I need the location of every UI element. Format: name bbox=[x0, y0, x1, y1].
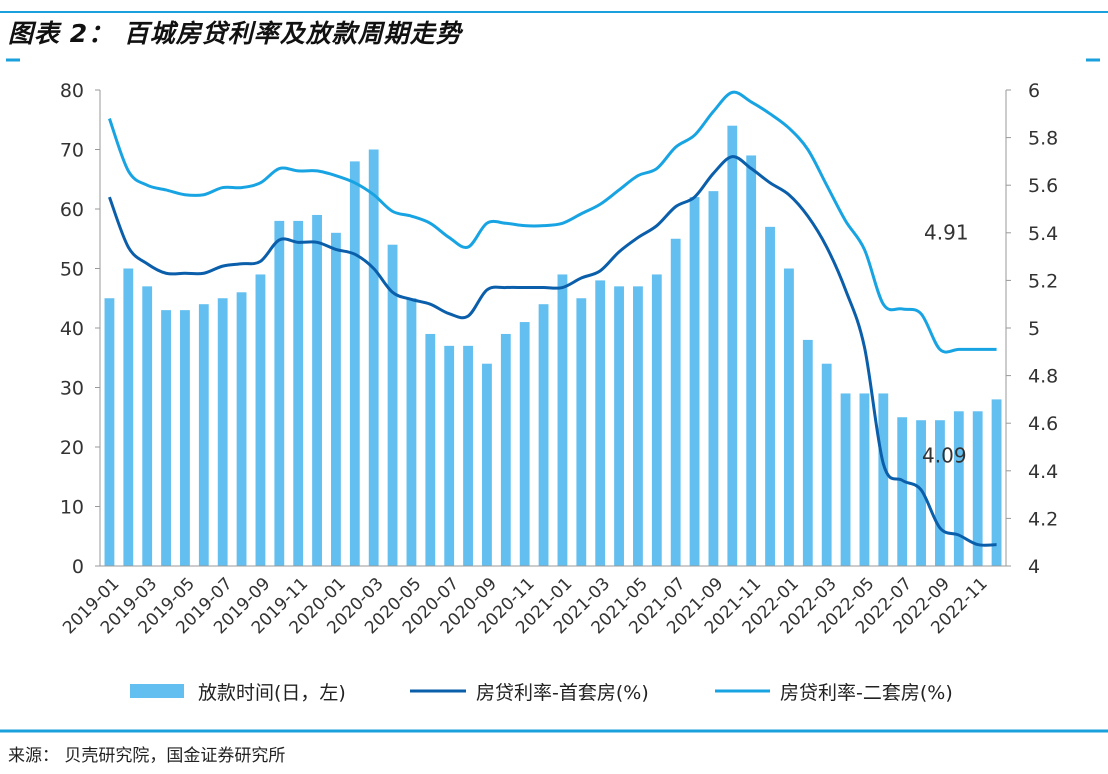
y-left-tick-label: 60 bbox=[60, 199, 84, 221]
bar-2019-09 bbox=[255, 274, 266, 566]
bar-2021-11 bbox=[746, 155, 757, 566]
y-right-tick-label: 4.4 bbox=[1028, 461, 1058, 483]
bar-2022-10 bbox=[953, 411, 964, 566]
bar-2021-06 bbox=[651, 274, 662, 566]
y-right-tick-label: 5.6 bbox=[1028, 175, 1058, 197]
bar-2022-02 bbox=[802, 339, 813, 566]
y-left-tick-label: 0 bbox=[72, 556, 84, 578]
legend: 放款时间(日，左) 房贷利率-首套房(%) 房贷利率-二套房(%) bbox=[130, 682, 953, 704]
bar-2020-11 bbox=[519, 322, 530, 566]
bar-2019-02 bbox=[123, 268, 134, 566]
y-left-tick-label: 40 bbox=[60, 318, 84, 340]
annotation-4.91: 4.91 bbox=[924, 220, 969, 244]
y-right-tick-label: 6 bbox=[1028, 80, 1040, 102]
bar-2019-10 bbox=[274, 220, 285, 566]
legend-label-bar: 放款时间(日，左) bbox=[198, 682, 346, 704]
bar-2019-07 bbox=[217, 298, 228, 566]
bar-2021-05 bbox=[633, 286, 643, 566]
y-right-tick-label: 4.2 bbox=[1028, 508, 1058, 530]
bar-2021-07 bbox=[670, 238, 681, 566]
source-note: 来源： 贝壳研究院，国金证券研究所 bbox=[8, 746, 286, 766]
y-right-tick-label: 5.2 bbox=[1028, 270, 1058, 292]
bar-2020-01 bbox=[331, 232, 341, 567]
line-second-home-rate bbox=[108, 90, 997, 354]
bar-2022-06 bbox=[878, 393, 889, 566]
bar-2020-07 bbox=[444, 345, 455, 566]
bar-2022-01 bbox=[784, 268, 794, 566]
bar-2022-11 bbox=[972, 411, 983, 566]
bar-2022-08 bbox=[916, 420, 926, 566]
bar-2021-12 bbox=[765, 226, 775, 566]
bar-2019-08 bbox=[236, 292, 247, 566]
figure-title: 图表 2： 百城房贷利率及放款周期走势 bbox=[8, 19, 462, 48]
y-right-tick-label: 5.8 bbox=[1028, 128, 1058, 150]
bar-2022-07 bbox=[897, 417, 908, 566]
bar-2019-05 bbox=[180, 310, 190, 566]
bar-2019-11 bbox=[293, 220, 304, 566]
bar-2021-03 bbox=[595, 280, 606, 566]
bar-2019-06 bbox=[198, 304, 209, 566]
bar-2022-12 bbox=[991, 399, 1002, 566]
bar-2022-05 bbox=[859, 393, 870, 566]
bar-2021-04 bbox=[614, 286, 624, 566]
bar-2019-04 bbox=[161, 310, 171, 566]
y-right-tick-label: 5 bbox=[1028, 318, 1040, 340]
bar-2020-12 bbox=[538, 304, 549, 566]
bar-2020-10 bbox=[500, 333, 511, 566]
bar-2020-05 bbox=[406, 298, 417, 566]
bar-2021-08 bbox=[689, 197, 700, 566]
bar-2020-02 bbox=[349, 161, 360, 566]
y-right-tick-label: 4 bbox=[1028, 556, 1040, 578]
bar-2020-09 bbox=[482, 363, 492, 566]
bar-2020-08 bbox=[463, 345, 473, 566]
bar-2021-09 bbox=[708, 191, 719, 566]
bar-2022-09 bbox=[935, 420, 945, 566]
y-left-tick-label: 30 bbox=[60, 378, 84, 400]
y-left-tick-label: 70 bbox=[60, 140, 84, 162]
y-right-tick-label: 4.8 bbox=[1028, 366, 1058, 388]
legend-swatch-bar bbox=[130, 684, 184, 698]
bar-2021-10 bbox=[727, 125, 738, 566]
legend-label-second-home: 房贷利率-二套房(%) bbox=[780, 682, 953, 704]
y-left-tick-label: 80 bbox=[60, 80, 84, 102]
legend-label-first-home: 房贷利率-首套房(%) bbox=[476, 682, 649, 704]
bar-2021-01 bbox=[557, 274, 568, 566]
bar-2022-04 bbox=[840, 393, 851, 566]
bar-2020-04 bbox=[387, 244, 398, 566]
y-right-tick-label: 4.6 bbox=[1028, 413, 1058, 435]
y-left-tick-label: 10 bbox=[60, 497, 84, 519]
annotation-4.09: 4.09 bbox=[922, 444, 967, 468]
bar-2019-01 bbox=[104, 298, 115, 566]
bar-2022-03 bbox=[821, 363, 832, 566]
line-first-home-rate bbox=[108, 155, 997, 547]
y-left-tick-label: 20 bbox=[60, 437, 84, 459]
y-left-tick-label: 50 bbox=[60, 259, 84, 281]
bar-2021-02 bbox=[576, 298, 587, 566]
bar-2019-12 bbox=[312, 214, 322, 566]
bar-2020-06 bbox=[425, 333, 436, 566]
bar-2020-03 bbox=[368, 149, 379, 566]
bar-2019-03 bbox=[142, 286, 153, 566]
y-right-tick-label: 5.4 bbox=[1028, 223, 1058, 245]
